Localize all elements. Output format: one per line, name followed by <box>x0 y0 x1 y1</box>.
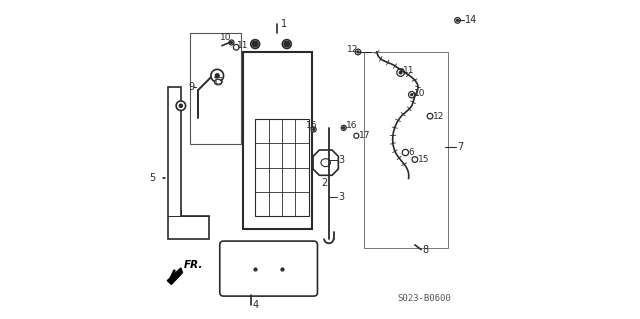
Circle shape <box>355 49 361 55</box>
Text: 4: 4 <box>252 300 259 310</box>
Text: 3: 3 <box>338 192 344 203</box>
Text: 1: 1 <box>280 19 287 28</box>
Circle shape <box>341 125 346 130</box>
Circle shape <box>229 40 234 45</box>
Circle shape <box>215 74 219 78</box>
Text: 9: 9 <box>188 82 195 92</box>
Circle shape <box>179 104 182 107</box>
Circle shape <box>412 157 418 162</box>
Text: 16: 16 <box>346 121 357 130</box>
Text: S023-B0600: S023-B0600 <box>397 294 451 303</box>
Ellipse shape <box>251 40 260 48</box>
Ellipse shape <box>214 79 221 85</box>
Circle shape <box>357 51 359 53</box>
Text: 14: 14 <box>465 15 477 26</box>
Text: 7: 7 <box>457 142 463 152</box>
Bar <box>364 52 448 248</box>
Text: 8: 8 <box>422 245 428 255</box>
Circle shape <box>454 18 460 23</box>
Text: 12: 12 <box>347 45 358 54</box>
Bar <box>243 52 312 229</box>
Circle shape <box>408 92 415 98</box>
Circle shape <box>230 41 232 43</box>
Bar <box>255 119 309 216</box>
Circle shape <box>313 129 315 130</box>
Text: 12: 12 <box>433 112 445 121</box>
Text: 3: 3 <box>338 154 344 165</box>
Circle shape <box>252 41 258 47</box>
Text: 10: 10 <box>413 89 425 98</box>
Circle shape <box>456 19 458 21</box>
Circle shape <box>397 69 404 76</box>
Text: 6: 6 <box>408 148 413 157</box>
Text: 2: 2 <box>321 178 327 188</box>
Circle shape <box>427 113 433 119</box>
Circle shape <box>399 71 402 74</box>
Circle shape <box>311 127 316 132</box>
Circle shape <box>354 133 359 138</box>
Text: 11: 11 <box>237 41 248 50</box>
Text: FR.: FR. <box>184 260 204 270</box>
Circle shape <box>343 127 345 129</box>
Text: 5: 5 <box>149 173 156 183</box>
Polygon shape <box>167 268 182 285</box>
Ellipse shape <box>282 40 291 48</box>
Text: 13: 13 <box>213 77 225 85</box>
Text: 11: 11 <box>403 66 414 75</box>
Text: 15: 15 <box>418 155 429 164</box>
Text: 16: 16 <box>306 121 317 130</box>
Bar <box>190 33 241 144</box>
Ellipse shape <box>321 159 330 167</box>
Text: 10: 10 <box>220 33 232 42</box>
Text: 17: 17 <box>359 131 371 140</box>
Circle shape <box>234 44 239 50</box>
FancyBboxPatch shape <box>220 241 317 296</box>
Circle shape <box>176 101 186 110</box>
Circle shape <box>402 149 408 156</box>
Circle shape <box>411 94 413 96</box>
Circle shape <box>284 41 290 47</box>
